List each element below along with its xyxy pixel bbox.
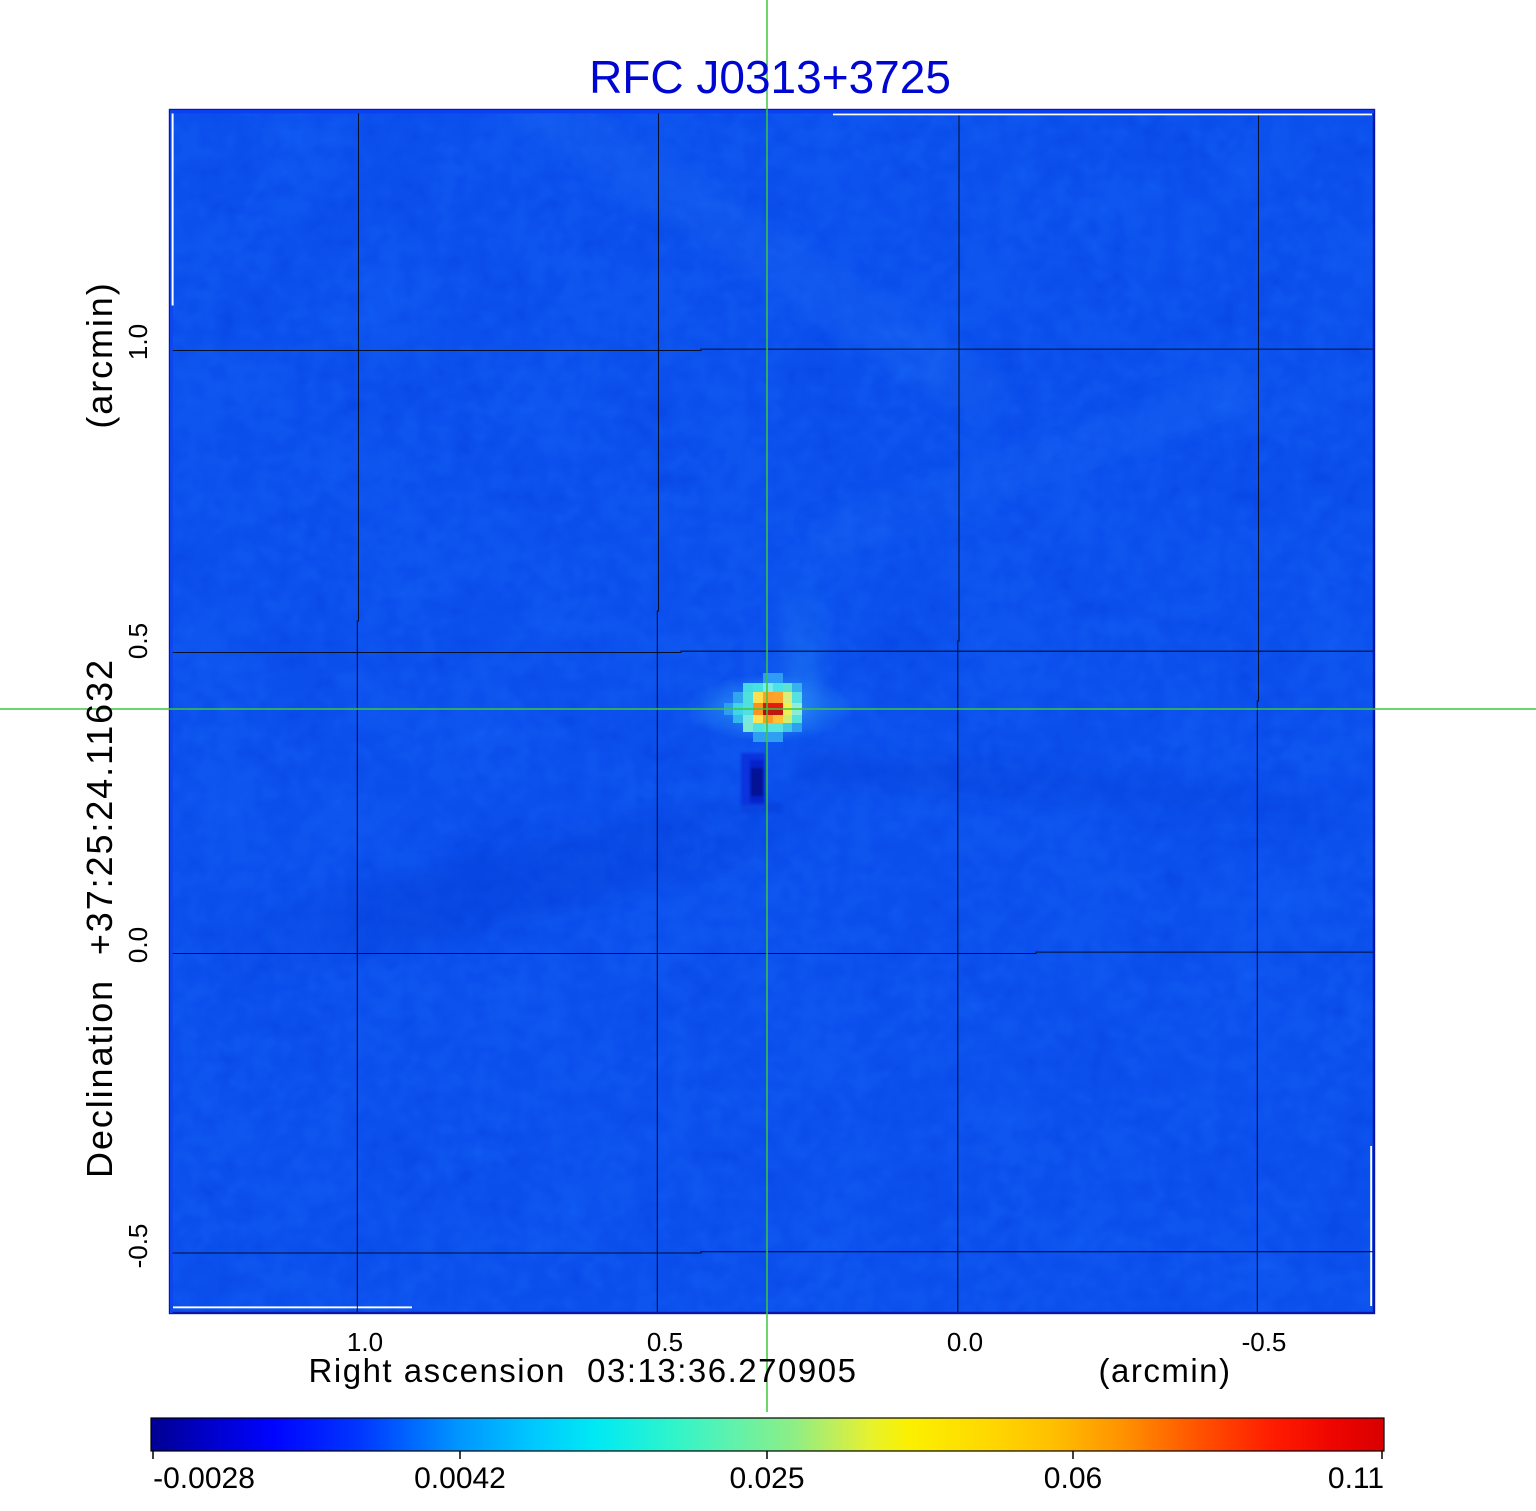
svg-text:-0.5: -0.5 xyxy=(123,1224,153,1269)
svg-text:(arcmin): (arcmin) xyxy=(79,281,120,428)
svg-text:0.06: 0.06 xyxy=(1044,1462,1102,1495)
svg-text:0.0: 0.0 xyxy=(123,927,153,963)
svg-text:0.0042: 0.0042 xyxy=(414,1462,506,1495)
svg-text:1.0: 1.0 xyxy=(123,324,153,360)
svg-text:(arcmin): (arcmin) xyxy=(1099,1352,1232,1389)
svg-text:0.11: 0.11 xyxy=(1328,1462,1384,1495)
svg-text:-0.5: -0.5 xyxy=(1242,1327,1287,1357)
svg-text:RFC J0313+3725: RFC J0313+3725 xyxy=(589,51,951,103)
svg-text:1.0: 1.0 xyxy=(347,1327,383,1357)
svg-text:0.5: 0.5 xyxy=(647,1327,683,1357)
svg-text:Right ascension 03:13:36.2709: Right ascension 03:13:36.270905 xyxy=(309,1352,858,1389)
svg-text:0.5: 0.5 xyxy=(123,623,153,659)
svg-text:0.0: 0.0 xyxy=(947,1327,983,1357)
svg-text:0.025: 0.025 xyxy=(729,1462,804,1495)
svg-text:-0.0028: -0.0028 xyxy=(153,1462,255,1495)
svg-text:Declination +37:25:24.11632: Declination +37:25:24.11632 xyxy=(79,658,120,1178)
